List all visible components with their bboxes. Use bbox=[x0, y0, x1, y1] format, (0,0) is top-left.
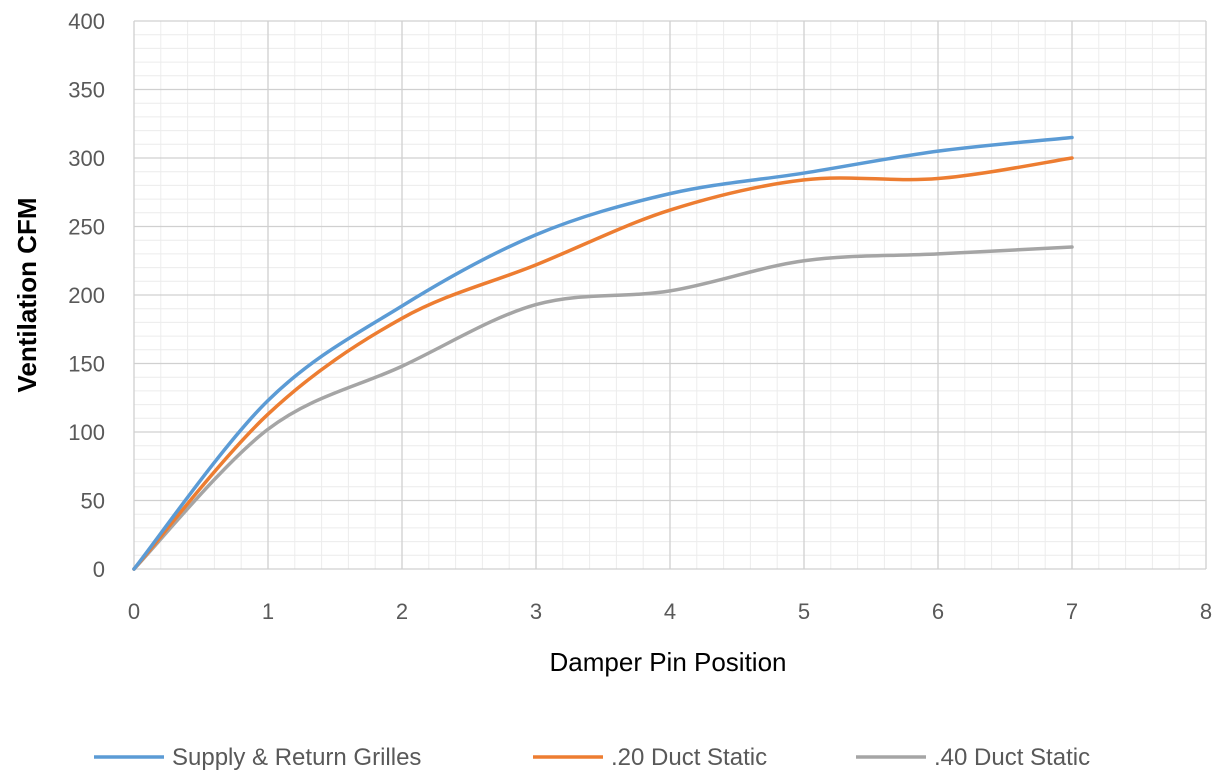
y-axis-tick-labels: 0 50 100 150 200 250 300 350 400 bbox=[68, 9, 105, 582]
y-tick-label: 200 bbox=[68, 283, 105, 308]
x-axis-tick-labels: 0 1 2 3 4 5 6 7 8 bbox=[128, 599, 1212, 624]
series-line-3 bbox=[132, 245, 1074, 571]
legend-label: .40 Duct Static bbox=[934, 744, 1090, 771]
legend-label: .20 Duct Static bbox=[611, 744, 767, 771]
x-tick-label: 3 bbox=[530, 599, 542, 624]
x-tick-label: 6 bbox=[932, 599, 944, 624]
y-tick-label: 50 bbox=[81, 489, 105, 514]
series-lines bbox=[132, 135, 1074, 571]
y-tick-label: 300 bbox=[68, 146, 105, 171]
legend-label: Supply & Return Grilles bbox=[172, 744, 421, 771]
x-tick-label: 0 bbox=[128, 599, 140, 624]
y-tick-label: 0 bbox=[93, 557, 105, 582]
x-tick-label: 1 bbox=[262, 599, 274, 624]
x-tick-label: 8 bbox=[1200, 599, 1212, 624]
y-axis-title: Ventilation CFM bbox=[12, 198, 42, 393]
major-gridlines bbox=[133, 20, 1207, 570]
x-axis-title: Damper Pin Position bbox=[550, 647, 787, 677]
x-tick-label: 5 bbox=[798, 599, 810, 624]
x-tick-label: 2 bbox=[396, 599, 408, 624]
y-tick-label: 350 bbox=[68, 78, 105, 103]
y-tick-label: 100 bbox=[68, 420, 105, 445]
series-line-1 bbox=[132, 135, 1074, 571]
x-tick-label: 4 bbox=[664, 599, 676, 624]
y-tick-label: 250 bbox=[68, 215, 105, 240]
legend: Supply & Return Grilles .20 Duct Static .4… bbox=[94, 744, 1090, 771]
series-line-2 bbox=[132, 156, 1074, 571]
y-tick-label: 400 bbox=[68, 9, 105, 34]
x-tick-label: 7 bbox=[1066, 599, 1078, 624]
y-tick-label: 150 bbox=[68, 352, 105, 377]
